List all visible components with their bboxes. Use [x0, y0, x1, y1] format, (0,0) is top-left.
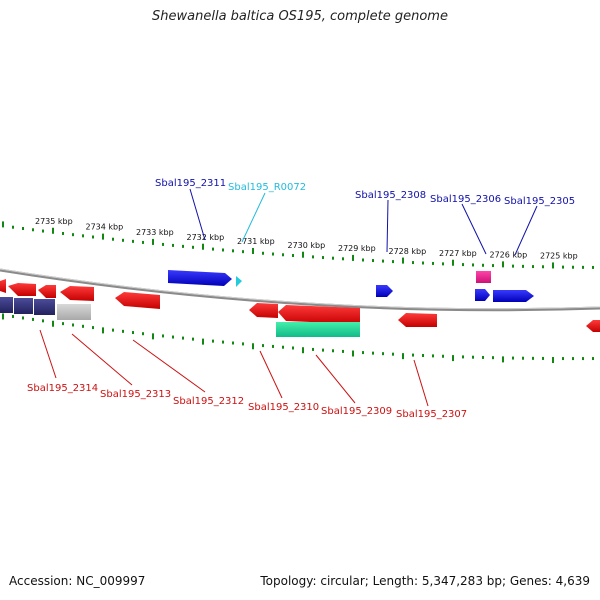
leader-sbal195-2311 — [189, 188, 206, 241]
label-sbal195-r0072[interactable]: Sbal195_R0072 — [228, 182, 306, 193]
label-sbal195-2310[interactable]: Sbal195_2310 — [248, 402, 319, 413]
leader-sbal195-2314 — [39, 329, 57, 379]
tick-label: 2733 kbp — [136, 228, 174, 237]
gene-partial-right[interactable] — [586, 320, 600, 332]
label-sbal195-2313[interactable]: Sbal195_2313 — [100, 389, 171, 400]
label-sbal195-2307[interactable]: Sbal195_2307 — [396, 409, 467, 420]
feature-pink[interactable] — [476, 271, 491, 283]
label-sbal195-2305[interactable]: Sbal195_2305 — [504, 196, 575, 207]
gene-sbal195-r0072[interactable] — [236, 276, 242, 287]
gene-sbal195-2306[interactable] — [475, 289, 490, 301]
label-sbal195-2314[interactable]: Sbal195_2314 — [27, 383, 98, 394]
gene-left-3[interactable] — [38, 285, 56, 298]
leader-sbal195-2307 — [413, 359, 429, 407]
leader-sbal195-2306 — [461, 203, 487, 255]
leader-sbal195-2305 — [514, 205, 538, 256]
leader-sbal195-2308 — [386, 199, 389, 253]
label-sbal195-2309[interactable]: Sbal195_2309 — [321, 406, 392, 417]
pseudogene-grey[interactable] — [57, 304, 91, 320]
label-sbal195-2306[interactable]: Sbal195_2306 — [430, 194, 501, 205]
tick-label: 2728 kbp — [389, 247, 427, 256]
tick-label: 2731 kbp — [237, 237, 275, 246]
gene-sbal195-2307[interactable] — [398, 313, 437, 327]
tick-label: 2726 kbp — [490, 250, 528, 259]
scale-ticks-lower — [2, 313, 594, 364]
feature-green[interactable] — [276, 322, 360, 337]
gene-sbal195-2311[interactable] — [168, 270, 232, 286]
operon-block-1[interactable] — [0, 297, 13, 313]
tick-label: 2735 kbp — [35, 217, 73, 226]
leader-sbal195-2309 — [315, 354, 356, 404]
label-sbal195-2311[interactable]: Sbal195_2311 — [155, 178, 226, 189]
leader-sbal195-r0072 — [241, 192, 266, 243]
gene-partial-left[interactable] — [0, 279, 6, 293]
tick-label: 2732 kbp — [187, 233, 225, 242]
label-sbal195-2308[interactable]: Sbal195_2308 — [355, 190, 426, 201]
genome-summary-text: Topology: circular; Length: 5,347,283 bp… — [260, 574, 590, 588]
tick-label: 2725 kbp — [540, 252, 578, 261]
genome-title: Shewanella baltica OS195, complete genom… — [152, 9, 448, 24]
gene-sbal195-2305[interactable] — [493, 290, 534, 302]
gene-left-2[interactable] — [8, 283, 36, 296]
scale-tick-labels: 2735 kbp 2734 kbp 2733 kbp 2732 kbp 2731 kbp… — [35, 217, 578, 261]
tick-label: 2727 kbp — [439, 249, 477, 258]
tick-label: 2729 kbp — [338, 244, 376, 253]
gene-sbal195-2310[interactable] — [249, 303, 278, 318]
genome-backbone — [0, 268, 600, 312]
leader-sbal195-2313 — [71, 333, 133, 386]
operon-block-3[interactable] — [34, 299, 55, 315]
forward-strand-features — [168, 270, 534, 302]
tick-label: 2730 kbp — [288, 241, 326, 250]
genome-backbone-highlight — [0, 268, 600, 310]
gene-sbal195-2309[interactable] — [278, 305, 360, 324]
accession-text: Accession: NC_009997 — [9, 574, 146, 588]
gene-labels: Sbal195_2311 Sbal195_R0072 Sbal195_2308 … — [27, 178, 575, 420]
reverse-strand-features — [0, 279, 600, 337]
gene-sbal195-2308[interactable] — [376, 285, 393, 297]
leader-sbal195-2310 — [259, 350, 283, 399]
gene-sbal195-2312[interactable] — [115, 292, 160, 309]
leader-sbal195-2312 — [132, 339, 206, 393]
gene-sbal195-2313-red[interactable] — [60, 286, 94, 301]
label-leaders — [39, 188, 538, 407]
label-sbal195-2312[interactable]: Sbal195_2312 — [173, 396, 244, 407]
scale-ticks-upper — [2, 221, 594, 269]
tick-label: 2734 kbp — [86, 223, 124, 232]
operon-block-2[interactable] — [14, 298, 33, 314]
